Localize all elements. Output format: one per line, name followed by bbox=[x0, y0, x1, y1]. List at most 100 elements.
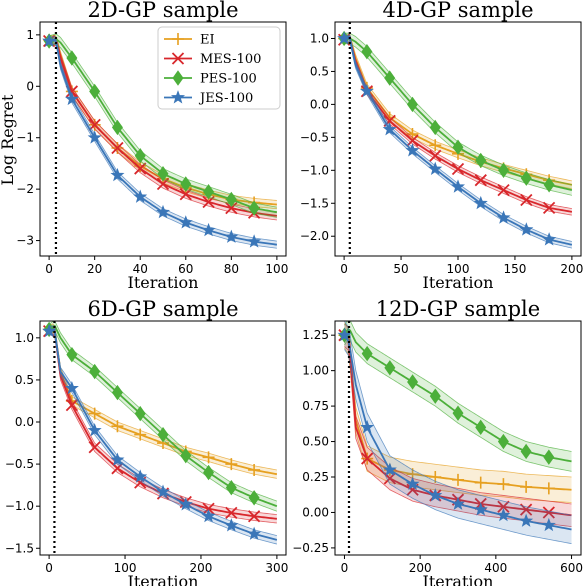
panels: 2D-GP sample Iteration 0 20 40 60 80 100 1 0 −1 −2 −… bbox=[5, 0, 583, 586]
data-point-marker bbox=[88, 441, 101, 454]
x-tick-label: 80 bbox=[224, 262, 239, 276]
data-point-marker bbox=[428, 488, 443, 502]
series-pes-100 bbox=[43, 321, 278, 512]
data-point-marker bbox=[89, 83, 101, 100]
x-tick-label: 100 bbox=[447, 262, 470, 276]
data-point-marker bbox=[87, 423, 102, 437]
data-point-marker bbox=[203, 184, 215, 200]
data-point-marker bbox=[42, 323, 57, 338]
y-tick-label: 0.75 bbox=[302, 399, 329, 413]
data-point-marker bbox=[450, 496, 466, 510]
data-point-marker bbox=[520, 193, 533, 207]
band-edge bbox=[344, 347, 572, 503]
data-point-marker bbox=[225, 479, 237, 496]
y-tick-label: −2.0 bbox=[300, 229, 329, 243]
data-point-marker bbox=[247, 234, 262, 248]
data-point-marker bbox=[111, 420, 124, 433]
data-point-marker bbox=[520, 480, 533, 493]
data-point-marker bbox=[248, 200, 260, 216]
panel-2d-gp-sample: 2D-GP sample Iteration 0 20 40 60 80 100 1 0 −1 −2 −… bbox=[16, 0, 288, 292]
series-pes-100 bbox=[338, 321, 572, 472]
data-point-marker bbox=[64, 380, 79, 395]
confidence-band bbox=[49, 321, 277, 512]
band-edge bbox=[48, 333, 277, 524]
band-edge bbox=[344, 34, 572, 209]
data-point-marker bbox=[337, 327, 352, 342]
data-point-marker bbox=[134, 148, 146, 164]
data-point-marker bbox=[134, 162, 147, 175]
band-edge bbox=[49, 43, 277, 221]
x-tick-label: 20 bbox=[87, 262, 102, 276]
data-point-marker bbox=[248, 490, 260, 506]
y-tick-label: 1.0 bbox=[15, 331, 34, 345]
x-tick-label: 0 bbox=[340, 262, 348, 276]
confidence-band bbox=[49, 324, 277, 479]
y-tick-label: −1.0 bbox=[5, 499, 34, 513]
data-point-marker bbox=[543, 177, 555, 193]
axes-frame bbox=[334, 320, 582, 556]
band-edge bbox=[344, 41, 572, 216]
band-edge bbox=[344, 321, 572, 516]
data-point-marker bbox=[111, 384, 123, 401]
data-point-marker bbox=[202, 502, 215, 515]
data-point-marker bbox=[248, 463, 261, 476]
x-tick-label: 400 bbox=[484, 561, 507, 575]
panel-6d-gp-sample: 6D-GP sample Iteration 0 100 200 300 1.0 0.5 0.0… bbox=[5, 297, 288, 586]
data-point-marker bbox=[497, 500, 510, 513]
y-tick-label: 0.25 bbox=[302, 470, 329, 484]
legend-entry-mes-100: MES-100 bbox=[164, 52, 261, 67]
data-point-marker bbox=[202, 451, 215, 464]
plot-area bbox=[337, 30, 573, 249]
data-point-marker bbox=[180, 176, 192, 192]
data-point-marker bbox=[520, 170, 532, 186]
band-edge bbox=[344, 41, 572, 249]
axes-frame bbox=[39, 320, 287, 556]
x-tick-label: 600 bbox=[560, 561, 583, 575]
y-tick-label: −1.5 bbox=[300, 196, 329, 210]
legend-entry-jes-100: JES-100 bbox=[164, 90, 253, 106]
x-axis-label: Iteration bbox=[128, 273, 199, 292]
y-tick-label: −3 bbox=[16, 234, 34, 248]
legend-box bbox=[157, 26, 281, 110]
data-point-marker bbox=[111, 141, 124, 155]
y-tick-label: −2 bbox=[16, 182, 34, 196]
data-point-marker bbox=[474, 476, 487, 489]
series-pes-100 bbox=[43, 33, 278, 218]
data-point-marker bbox=[225, 506, 238, 520]
data-point-marker bbox=[475, 419, 487, 436]
plot-area bbox=[42, 321, 278, 545]
data-point-marker bbox=[406, 96, 418, 113]
plot-area bbox=[337, 321, 572, 545]
data-point-marker bbox=[225, 458, 238, 471]
band-edge bbox=[344, 323, 572, 505]
y-tick-label: 0.0 bbox=[15, 415, 34, 429]
data-point-marker bbox=[496, 210, 511, 224]
plot-area bbox=[42, 33, 278, 249]
data-point-marker bbox=[498, 162, 510, 178]
data-point-marker bbox=[519, 222, 534, 236]
data-point-marker bbox=[133, 189, 148, 203]
panel-12d-gp-sample: 12D-GP sample Iteration 0 200 400 600 1.25 1.00… bbox=[292, 297, 583, 586]
data-point-marker bbox=[89, 363, 101, 380]
band-edge bbox=[49, 43, 277, 249]
data-point-marker bbox=[541, 517, 556, 532]
data-point-marker bbox=[155, 484, 171, 498]
data-point-marker bbox=[384, 70, 396, 86]
data-point-marker bbox=[247, 510, 261, 523]
y-tick-label: 0.00 bbox=[302, 505, 329, 519]
data-point-marker bbox=[110, 452, 125, 466]
data-point-marker bbox=[225, 202, 238, 215]
band-edge bbox=[344, 322, 572, 478]
series-jes-100 bbox=[42, 323, 278, 545]
x-tick-label: 100 bbox=[265, 262, 288, 276]
data-point-marker bbox=[360, 419, 375, 434]
series-pes-100 bbox=[338, 30, 573, 196]
data-point-marker bbox=[247, 526, 262, 540]
data-point-marker bbox=[361, 345, 373, 362]
band-edge bbox=[48, 333, 277, 545]
data-point-marker bbox=[407, 374, 419, 390]
x-tick-label: 200 bbox=[409, 561, 432, 575]
y-axis-label: Log Regret bbox=[0, 94, 17, 185]
x-tick-label: 0 bbox=[341, 561, 349, 575]
panel-title: 4D-GP sample bbox=[382, 0, 533, 22]
